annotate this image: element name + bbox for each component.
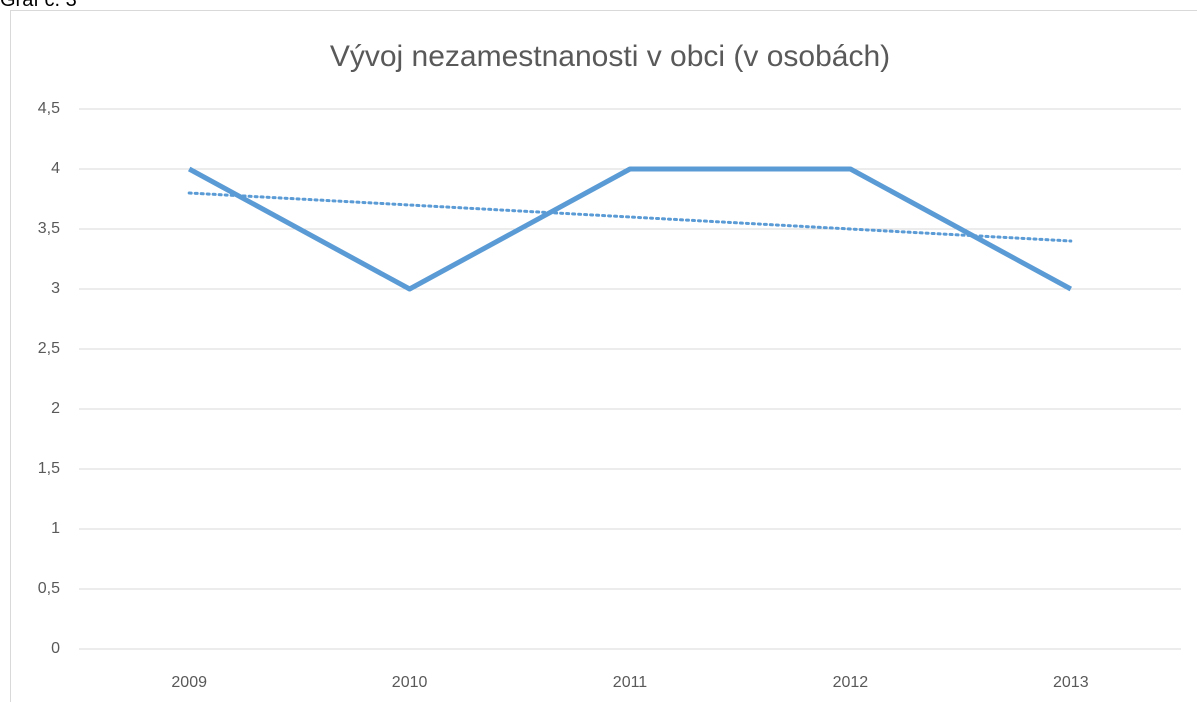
chart-title: Vývoj nezamestnanosti v obci (v osobách) [330,40,890,73]
caption: Graf č. 3 [0,0,77,11]
y-tick-label: 4 [51,160,60,177]
y-tick-label: 0,5 [38,580,60,597]
y-tick-label: 0 [51,640,60,657]
y-tick-label: 1,5 [38,460,60,477]
y-tick-label: 3 [51,280,60,297]
trendline [187,191,1073,243]
y-tick-label: 2 [51,400,60,417]
x-tick-label: 2011 [613,674,648,691]
y-tick-label: 2,5 [38,340,60,357]
y-tick-label: 3,5 [38,220,60,237]
y-tick-label: 1 [51,520,60,537]
x-tick-label: 2013 [1053,674,1089,691]
line-series [188,166,1072,292]
x-tick-label: 2009 [171,674,207,691]
chart-frame [10,10,1197,702]
x-tick-label: 2010 [392,674,428,691]
x-tick-label: 2012 [833,674,869,691]
y-tick-label: 4,5 [38,100,60,117]
